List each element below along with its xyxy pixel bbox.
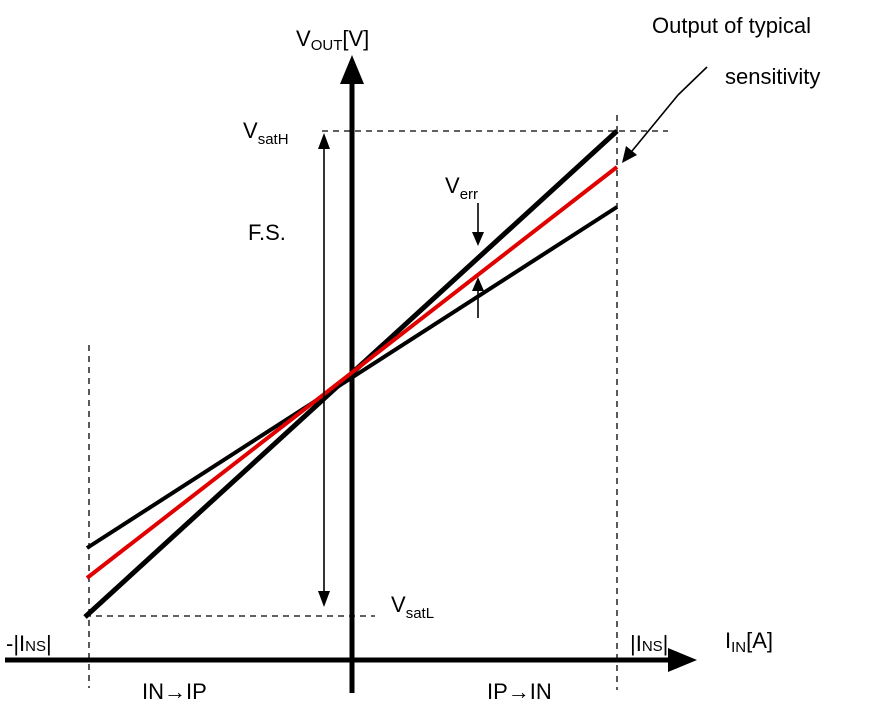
fs-arrow-bottom-head [318,591,330,607]
y-axis-arrowhead [340,55,364,84]
typical-label-line2: sensitivity [725,64,820,89]
vsath-label: VsatH [243,118,289,148]
verr-up-arrow-head [472,277,484,291]
verr-down-arrow-head [472,232,484,246]
vsatl-label: VsatL [391,592,434,622]
x-axis-arrowhead [668,648,697,672]
lower-bound-line [85,205,619,550]
neg-ins-label: -|INS| [6,631,52,656]
verr-label: Verr [445,173,478,203]
typical-pointer-line [631,94,679,152]
typical-leader-line [677,66,708,96]
fs-label: F.S. [248,220,286,245]
fs-arrow-top-head [318,133,330,149]
direction-left-label: IN→IP [142,679,207,704]
typical-pointer-head [622,146,637,163]
pos-ins-label: |INS| [630,631,668,656]
direction-right-label: IP→IN [487,679,552,704]
typical-sensitivity-line [85,165,619,580]
typical-label-line1: Output of typical [652,13,811,38]
x-axis-label: IIN[A] [725,628,773,656]
y-axis-label: VOUT[V] [296,26,369,54]
